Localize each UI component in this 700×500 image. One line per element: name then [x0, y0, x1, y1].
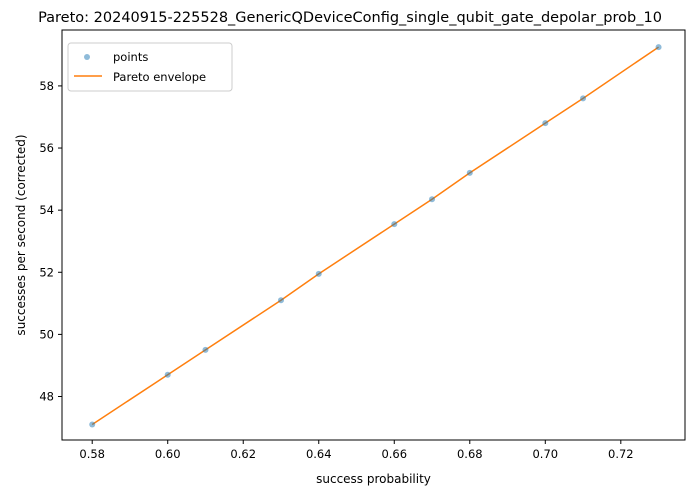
scatter-point	[164, 371, 171, 378]
x-axis-label: success probability	[316, 472, 431, 486]
scatter-point	[429, 196, 436, 203]
legend: points Pareto envelope	[67, 42, 233, 92]
scatter-point	[655, 44, 662, 51]
scatter-point	[391, 221, 398, 228]
x-tick-label: 0.58	[79, 447, 105, 461]
legend-points-marker	[84, 54, 90, 60]
y-tick-label: 58	[39, 79, 54, 93]
x-axis: 0.58 0.60 0.62 0.64 0.66 0.68 0.70 0.72	[79, 440, 634, 461]
scatter-point	[277, 297, 284, 304]
scatter-point	[202, 346, 209, 353]
x-tick-label: 0.60	[155, 447, 181, 461]
y-tick-label: 48	[39, 390, 54, 404]
legend-envelope-label: Pareto envelope	[113, 70, 206, 84]
chart-title: Pareto: 20240915-225528_GenericQDeviceCo…	[38, 10, 662, 26]
y-axis-label: successes per second (corrected)	[14, 134, 28, 335]
y-tick-label: 56	[39, 141, 54, 155]
scatter-point	[580, 95, 587, 102]
scatter-point	[542, 120, 549, 127]
legend-points-label: points	[113, 50, 148, 64]
y-tick-label: 52	[39, 265, 54, 279]
axes-frame	[61, 29, 686, 441]
y-tick-label: 50	[39, 327, 54, 341]
x-tick-label: 0.62	[230, 447, 256, 461]
scatter-point	[466, 169, 473, 176]
y-tick-label: 54	[39, 203, 54, 217]
x-tick-label: 0.64	[306, 447, 332, 461]
scatter-point	[315, 270, 322, 277]
scatter-point	[89, 421, 96, 428]
pareto-envelope-line	[91, 46, 659, 426]
x-tick-label: 0.72	[608, 447, 634, 461]
x-tick-label: 0.70	[532, 447, 558, 461]
y-axis: 48 50 52 54 56 58	[39, 79, 62, 404]
plot-area	[89, 44, 662, 428]
x-tick-label: 0.68	[457, 447, 483, 461]
legend-box	[67, 42, 233, 92]
x-tick-label: 0.66	[381, 447, 407, 461]
